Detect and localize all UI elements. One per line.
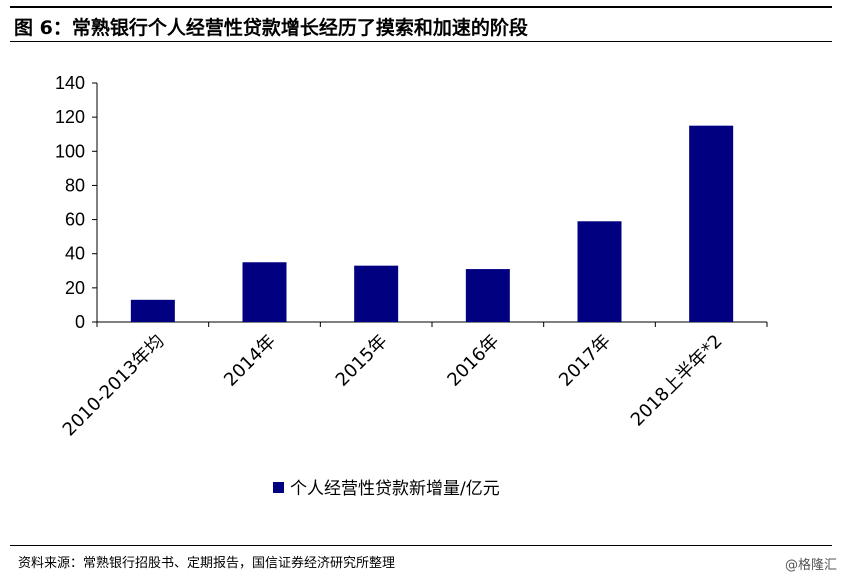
y-tick-label: 120 [55,107,85,127]
x-tick-label: 2010-2013年均 [59,331,169,441]
y-tick-label: 80 [65,175,85,195]
legend-swatch [273,482,284,493]
source-note: 资料来源：常熟银行招股书、定期报告，国信证券经济研究所整理 [18,556,396,571]
footer-divider [10,545,832,546]
bar [689,125,734,322]
watermark: @格隆汇 [784,558,837,573]
bar [354,265,399,322]
y-tick-label: 0 [75,312,85,332]
figure-title: 图 6：常熟银行个人经营性贷款增长经历了摸索和加速的阶段 [14,17,528,39]
y-tick-label: 60 [65,210,85,230]
y-tick-label: 140 [55,73,85,93]
bar [577,221,622,322]
y-tick-label: 40 [65,244,85,264]
bar [242,262,287,322]
x-tick-label: 2016年 [443,331,503,391]
y-tick-label: 100 [55,141,85,161]
x-tick-label: 2014年 [220,331,280,391]
x-tick-label: 2015年 [332,331,392,391]
bar [130,299,175,322]
legend-label: 个人经营性贷款新增量/亿元 [290,479,500,499]
y-tick-label: 20 [65,278,85,298]
x-tick-label: 2018上半年*2 [627,331,727,431]
title-bar [10,6,832,42]
x-tick-label: 2017年 [555,331,615,391]
bar [465,269,510,322]
